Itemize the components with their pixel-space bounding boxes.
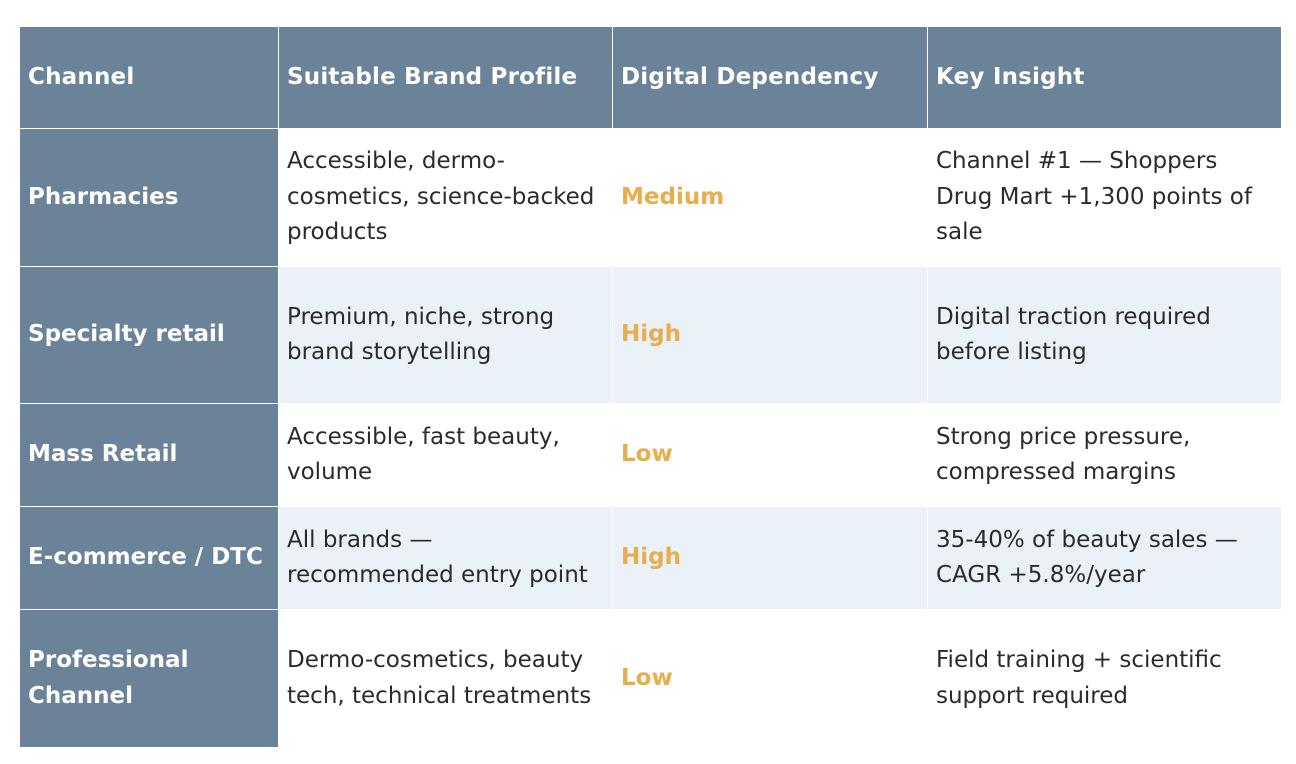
header-brand-profile: Suitable Brand Profile xyxy=(278,26,613,129)
dependency-cell: High xyxy=(612,506,928,610)
table-row: Pharmacies Accessible, dermo-cosmetics, … xyxy=(19,128,1282,267)
profile-cell: All brands — recommended entry point xyxy=(278,506,613,610)
dependency-cell: Low xyxy=(612,403,928,507)
insight-cell: Channel #1 — Shoppers Drug Mart +1,300 p… xyxy=(927,128,1282,267)
table-row: Mass Retail Accessible, fast beauty, vol… xyxy=(19,403,1282,507)
insight-cell: 35-40% of beauty sales — CAGR +5.8%/year xyxy=(927,506,1282,610)
table-row: Professional Channel Dermo-cosmetics, be… xyxy=(19,609,1282,748)
dependency-cell: Low xyxy=(612,609,928,748)
channel-cell: Pharmacies xyxy=(19,128,279,267)
header-digital-dependency: Digital Dependency xyxy=(612,26,928,129)
channel-cell: Mass Retail xyxy=(19,403,279,507)
profile-cell: Accessible, fast beauty, volume xyxy=(278,403,613,507)
insight-cell: Field training + scientific support requ… xyxy=(927,609,1282,748)
channel-cell: E-commerce / DTC xyxy=(19,506,279,610)
dependency-cell: High xyxy=(612,266,928,404)
dependency-cell: Medium xyxy=(612,128,928,267)
header-key-insight: Key Insight xyxy=(927,26,1282,129)
profile-cell: Accessible, dermo-cosmetics, science-bac… xyxy=(278,128,613,267)
profile-cell: Premium, niche, strong brand storytellin… xyxy=(278,266,613,404)
channel-table: Channel Suitable Brand Profile Digital D… xyxy=(19,26,1282,748)
table-row: E-commerce / DTC All brands — recommende… xyxy=(19,506,1282,610)
table-header-row: Channel Suitable Brand Profile Digital D… xyxy=(19,26,1282,129)
profile-cell: Dermo-cosmetics, beauty tech, technical … xyxy=(278,609,613,748)
insight-cell: Strong price pressure, compressed margin… xyxy=(927,403,1282,507)
channel-cell: Professional Channel xyxy=(19,609,279,748)
insight-cell: Digital traction required before listing xyxy=(927,266,1282,404)
channel-cell: Specialty retail xyxy=(19,266,279,404)
table-row: Specialty retail Premium, niche, strong … xyxy=(19,266,1282,404)
header-channel: Channel xyxy=(19,26,279,129)
